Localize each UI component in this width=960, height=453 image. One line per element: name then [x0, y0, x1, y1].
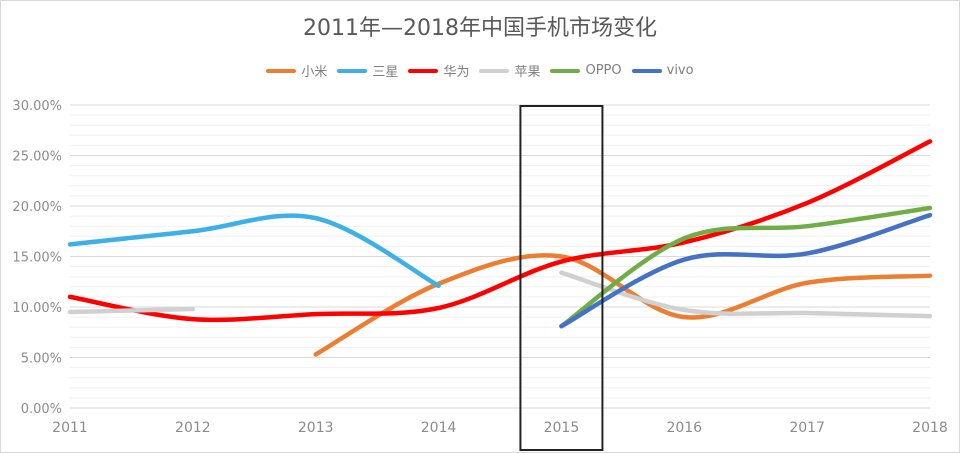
- y-tick-label: 25.00%: [12, 150, 62, 165]
- chart-title: 2011年—2018年中国手机市场变化: [303, 16, 657, 41]
- legend-item: 三星: [337, 61, 398, 80]
- x-tick-label: 2011: [52, 420, 88, 436]
- legend-swatch: [337, 68, 368, 73]
- legend-item: 苹果: [479, 61, 540, 80]
- x-tick-label: 2015: [544, 420, 580, 436]
- series-line-2: [67, 139, 933, 323]
- legend-swatch: [550, 68, 581, 73]
- series-line-1: [67, 213, 441, 289]
- series-line-5: [559, 212, 933, 329]
- legend-item: OPPO: [550, 61, 622, 80]
- x-tick-label: 2017: [789, 420, 825, 436]
- y-tick-label: 20.00%: [12, 200, 62, 215]
- legend-label: vivo: [666, 63, 694, 78]
- x-tick-label: 2018: [912, 420, 948, 436]
- y-tick-label: 10.00%: [12, 301, 62, 316]
- legend-swatch: [266, 68, 297, 73]
- legend-item: 华为: [408, 61, 469, 80]
- x-tick-label: 2016: [666, 420, 702, 436]
- x-tick-label: 2012: [175, 420, 211, 436]
- legend: 小米 三星 华为 苹果 OPPO vivo: [0, 61, 960, 80]
- legend-label: OPPO: [585, 63, 622, 78]
- legend-swatch: [631, 68, 662, 73]
- legend-label: 苹果: [514, 65, 541, 80]
- x-tick-label: 2014: [421, 420, 457, 436]
- y-tick-label: 5.00%: [21, 352, 62, 367]
- series-line-0: [313, 253, 933, 357]
- legend-swatch: [408, 68, 439, 73]
- series-line-3: [67, 306, 196, 315]
- legend-item: 小米: [266, 61, 327, 80]
- legend-label: 三星: [372, 65, 399, 80]
- y-tick-label: 30.00%: [12, 99, 62, 114]
- legend-label: 小米: [301, 65, 328, 80]
- series-line-4: [559, 205, 933, 329]
- highlight-box: [519, 105, 604, 451]
- legend-swatch: [479, 68, 510, 73]
- y-tick-label: 15.00%: [12, 251, 62, 266]
- legend-item: vivo: [631, 61, 694, 80]
- y-tick-label: 0.00%: [21, 402, 62, 417]
- x-tick-label: 2013: [298, 420, 334, 436]
- legend-label: 华为: [443, 65, 470, 80]
